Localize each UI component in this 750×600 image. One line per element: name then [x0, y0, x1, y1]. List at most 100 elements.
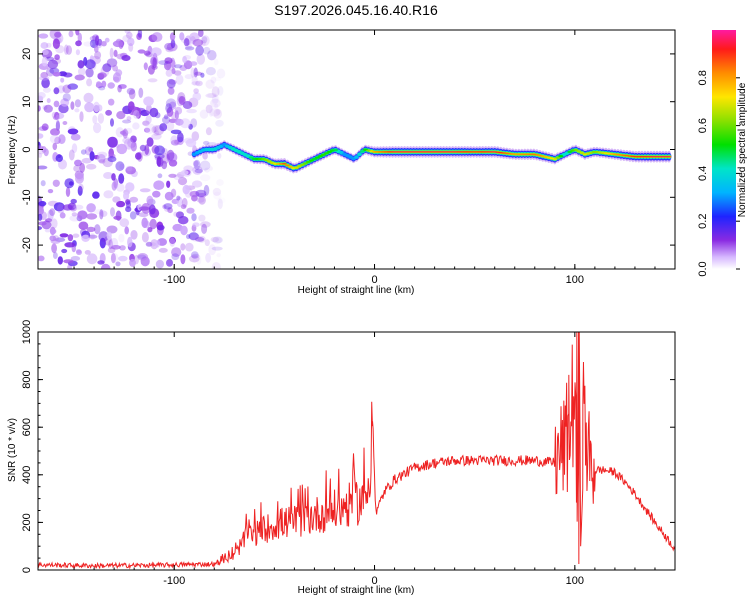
noise-blob — [124, 226, 129, 235]
noise-blob — [143, 50, 151, 56]
noise-blob — [143, 62, 148, 71]
ridge-segment — [354, 155, 359, 159]
noise-blob — [112, 64, 118, 72]
noise-blob — [192, 160, 199, 167]
noise-blob — [69, 215, 81, 222]
x-tick-label: 0 — [371, 274, 377, 286]
noise-blob — [72, 233, 80, 238]
noise-blob — [96, 81, 102, 88]
noise-blob — [166, 107, 174, 117]
noise-blob — [180, 243, 186, 251]
figure-title: S197.2026.045.16.40.R16 — [274, 2, 438, 18]
noise-blob — [137, 49, 146, 54]
noise-blob — [38, 206, 44, 216]
noise-blob — [125, 182, 135, 192]
y-tick-label: 0 — [21, 146, 33, 152]
noise-blob — [215, 119, 224, 127]
ridge-segment — [321, 154, 326, 156]
noise-blob — [152, 57, 157, 69]
noise-blob — [193, 67, 198, 78]
noise-blob — [106, 58, 118, 68]
noise-blob — [179, 32, 185, 41]
ridge-segment — [267, 160, 272, 163]
noise-blob — [110, 253, 116, 264]
ridge-segment — [579, 152, 585, 154]
noise-blob — [145, 115, 152, 124]
snr-background — [38, 332, 675, 570]
noise-blob — [70, 256, 81, 261]
colorbar: 0.0 0.2 0.4 0.6 0.8 Normalized spectral ampl… — [697, 30, 748, 277]
noise-blob — [126, 31, 133, 39]
noise-blob — [106, 231, 112, 240]
noise-blob — [108, 98, 115, 106]
ridge-segment — [318, 155, 323, 157]
ridge-segment — [306, 161, 311, 163]
noise-blob — [40, 180, 46, 187]
ridge-segment — [324, 152, 329, 154]
noise-blob — [200, 221, 211, 228]
noise-blob — [171, 253, 180, 261]
noise-blob — [47, 209, 54, 221]
ridge-segment — [552, 158, 558, 160]
noise-blob — [54, 136, 61, 144]
noise-blob — [176, 196, 183, 208]
noise-blob — [191, 131, 200, 142]
noise-blob — [145, 123, 156, 134]
y-tick-label: 20 — [21, 48, 33, 60]
noise-blob — [118, 255, 128, 262]
noise-blob — [174, 64, 183, 69]
noise-blob — [182, 184, 190, 195]
noise-blob — [100, 263, 111, 269]
noise-blob — [98, 231, 109, 242]
noise-blob — [208, 166, 213, 171]
noise-blob — [155, 259, 164, 269]
noise-blob — [99, 210, 108, 217]
noise-blob — [103, 172, 113, 179]
noise-blob — [60, 98, 70, 107]
noise-blob — [205, 67, 216, 76]
ridge-segment — [303, 162, 308, 164]
noise-blob — [146, 137, 154, 147]
snr-series-line — [38, 332, 675, 570]
noise-blob — [189, 234, 201, 242]
noise-blob — [192, 254, 197, 264]
noise-blob — [217, 197, 226, 204]
spectrogram-ylabel: Frequency (Hz) — [7, 116, 18, 185]
noise-blob — [74, 159, 82, 167]
noise-blob — [191, 213, 197, 222]
noise-blob — [154, 153, 165, 160]
noise-blob — [111, 173, 116, 181]
noise-blob — [97, 72, 107, 79]
noise-blob — [157, 224, 165, 231]
noise-blob — [211, 94, 220, 104]
noise-blob — [56, 203, 65, 214]
noise-blob — [55, 114, 60, 123]
ridge-segment — [300, 164, 305, 166]
noise-blob — [191, 75, 198, 86]
noise-blob — [63, 44, 69, 55]
ridge-segment — [573, 149, 579, 151]
noise-blob — [132, 110, 140, 119]
noise-blob — [144, 127, 151, 133]
ridge-segment — [585, 153, 591, 155]
noise-blob — [86, 78, 93, 87]
noise-blob — [177, 177, 188, 186]
noise-blob — [212, 187, 222, 196]
noise-blob — [112, 72, 122, 83]
y-tick-label: 10 — [21, 96, 33, 108]
noise-blob — [53, 100, 60, 108]
noise-blob — [62, 204, 73, 211]
noise-blob — [83, 92, 94, 103]
ridge-segment — [546, 157, 552, 159]
noise-blob — [188, 232, 199, 241]
noise-blob — [155, 240, 161, 248]
noise-blob — [101, 80, 107, 88]
noise-blob — [195, 80, 203, 87]
noise-blob — [183, 60, 193, 70]
noise-blob — [191, 253, 200, 259]
noise-blob — [38, 105, 41, 112]
noise-blob — [154, 145, 166, 156]
noise-blob — [54, 54, 60, 61]
noise-blob — [51, 243, 57, 254]
ridge-segment — [558, 155, 564, 157]
